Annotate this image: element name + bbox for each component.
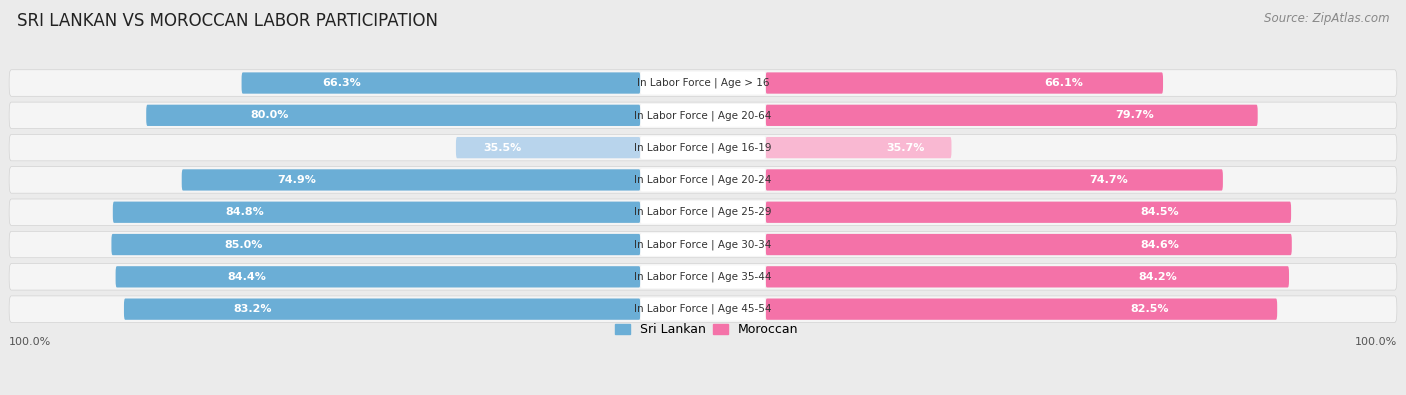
FancyBboxPatch shape bbox=[8, 70, 1398, 96]
Text: 35.5%: 35.5% bbox=[482, 143, 522, 152]
Text: 85.0%: 85.0% bbox=[225, 239, 263, 250]
FancyBboxPatch shape bbox=[8, 102, 1398, 128]
FancyBboxPatch shape bbox=[8, 263, 1398, 290]
Text: In Labor Force | Age 35-44: In Labor Force | Age 35-44 bbox=[634, 272, 772, 282]
Legend: Sri Lankan, Moroccan: Sri Lankan, Moroccan bbox=[614, 323, 799, 336]
FancyBboxPatch shape bbox=[112, 201, 640, 223]
Text: 100.0%: 100.0% bbox=[8, 337, 52, 348]
Text: In Labor Force | Age 20-64: In Labor Force | Age 20-64 bbox=[634, 110, 772, 120]
FancyBboxPatch shape bbox=[766, 234, 1292, 255]
Text: 84.6%: 84.6% bbox=[1140, 239, 1180, 250]
Text: 66.3%: 66.3% bbox=[322, 78, 361, 88]
Text: 74.7%: 74.7% bbox=[1090, 175, 1128, 185]
FancyBboxPatch shape bbox=[640, 71, 766, 94]
FancyBboxPatch shape bbox=[111, 234, 640, 255]
Text: In Labor Force | Age 25-29: In Labor Force | Age 25-29 bbox=[634, 207, 772, 218]
Text: In Labor Force | Age > 16: In Labor Force | Age > 16 bbox=[637, 78, 769, 88]
Text: 83.2%: 83.2% bbox=[233, 304, 273, 314]
FancyBboxPatch shape bbox=[766, 169, 1223, 190]
Text: 74.9%: 74.9% bbox=[277, 175, 316, 185]
FancyBboxPatch shape bbox=[766, 105, 1258, 126]
FancyBboxPatch shape bbox=[640, 136, 766, 159]
Text: 35.7%: 35.7% bbox=[886, 143, 924, 152]
FancyBboxPatch shape bbox=[640, 233, 766, 256]
Text: In Labor Force | Age 45-54: In Labor Force | Age 45-54 bbox=[634, 304, 772, 314]
Text: 66.1%: 66.1% bbox=[1045, 78, 1083, 88]
Text: Source: ZipAtlas.com: Source: ZipAtlas.com bbox=[1264, 12, 1389, 25]
FancyBboxPatch shape bbox=[766, 72, 1163, 94]
Text: 84.5%: 84.5% bbox=[1140, 207, 1180, 217]
Text: 79.7%: 79.7% bbox=[1115, 110, 1154, 120]
FancyBboxPatch shape bbox=[640, 169, 766, 191]
FancyBboxPatch shape bbox=[8, 296, 1398, 322]
Text: In Labor Force | Age 16-19: In Labor Force | Age 16-19 bbox=[634, 142, 772, 153]
FancyBboxPatch shape bbox=[8, 199, 1398, 226]
FancyBboxPatch shape bbox=[8, 167, 1398, 193]
FancyBboxPatch shape bbox=[766, 299, 1277, 320]
Text: 84.4%: 84.4% bbox=[228, 272, 266, 282]
FancyBboxPatch shape bbox=[146, 105, 640, 126]
FancyBboxPatch shape bbox=[124, 299, 640, 320]
FancyBboxPatch shape bbox=[640, 265, 766, 288]
Text: In Labor Force | Age 30-34: In Labor Force | Age 30-34 bbox=[634, 239, 772, 250]
FancyBboxPatch shape bbox=[8, 231, 1398, 258]
Text: 82.5%: 82.5% bbox=[1130, 304, 1168, 314]
Text: SRI LANKAN VS MOROCCAN LABOR PARTICIPATION: SRI LANKAN VS MOROCCAN LABOR PARTICIPATI… bbox=[17, 12, 437, 30]
Text: 84.8%: 84.8% bbox=[225, 207, 264, 217]
Text: 80.0%: 80.0% bbox=[250, 110, 290, 120]
FancyBboxPatch shape bbox=[640, 104, 766, 127]
FancyBboxPatch shape bbox=[456, 137, 640, 158]
FancyBboxPatch shape bbox=[766, 266, 1289, 288]
FancyBboxPatch shape bbox=[766, 201, 1291, 223]
FancyBboxPatch shape bbox=[640, 298, 766, 320]
Text: In Labor Force | Age 20-24: In Labor Force | Age 20-24 bbox=[634, 175, 772, 185]
FancyBboxPatch shape bbox=[181, 169, 640, 190]
FancyBboxPatch shape bbox=[640, 201, 766, 224]
FancyBboxPatch shape bbox=[8, 134, 1398, 161]
FancyBboxPatch shape bbox=[242, 72, 640, 94]
Text: 100.0%: 100.0% bbox=[1354, 337, 1398, 348]
Text: 84.2%: 84.2% bbox=[1139, 272, 1178, 282]
FancyBboxPatch shape bbox=[115, 266, 640, 288]
FancyBboxPatch shape bbox=[766, 137, 952, 158]
